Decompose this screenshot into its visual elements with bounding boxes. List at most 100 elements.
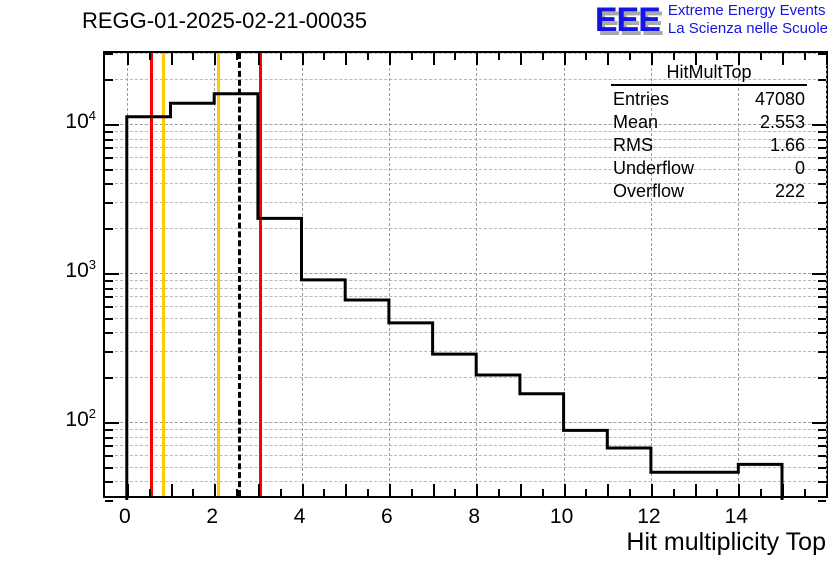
y-tick-right bbox=[818, 228, 826, 231]
x-tick-top bbox=[585, 53, 588, 60]
histogram-step-line bbox=[125, 92, 784, 500]
gridline-horizontal bbox=[105, 332, 826, 334]
x-tick-top bbox=[476, 53, 479, 65]
y-tick-right bbox=[818, 455, 826, 458]
stats-key: Mean bbox=[613, 112, 659, 132]
y-tick bbox=[105, 436, 113, 439]
y-tick bbox=[105, 124, 119, 127]
x-tick-top bbox=[367, 53, 369, 60]
gridline-horizontal bbox=[105, 138, 826, 140]
marker-line-gold-right bbox=[217, 53, 221, 496]
x-tick-top bbox=[650, 53, 653, 65]
x-tick-top bbox=[214, 53, 217, 65]
x-tick-top bbox=[388, 53, 391, 65]
x-tick-top bbox=[498, 53, 501, 60]
x-tick-top bbox=[323, 53, 326, 60]
gridline-horizontal bbox=[105, 273, 826, 275]
y-tick-right bbox=[818, 130, 826, 133]
x-tick bbox=[825, 484, 828, 496]
gridline-horizontal bbox=[105, 157, 826, 159]
x-tick-top bbox=[432, 53, 435, 65]
plot-frame bbox=[103, 51, 828, 502]
y-axis-tick-label: 102 bbox=[34, 406, 96, 432]
stats-value: 1.66 bbox=[769, 135, 805, 155]
x-tick-top bbox=[236, 53, 238, 60]
x-axis-tick-label: 14 bbox=[724, 505, 748, 528]
x-tick bbox=[345, 484, 348, 496]
gridline-horizontal bbox=[105, 147, 826, 149]
y-tick-right bbox=[818, 296, 826, 299]
x-axis-tick-label: 2 bbox=[206, 505, 219, 528]
y-tick-exponent: 3 bbox=[88, 257, 96, 273]
y-tick bbox=[105, 481, 113, 484]
gridline-horizontal bbox=[105, 124, 826, 126]
y-tick bbox=[105, 296, 113, 299]
stats-row: RMS 1.66 bbox=[611, 134, 807, 157]
gridline-horizontal bbox=[105, 466, 826, 468]
marker-line-mean-dashed bbox=[238, 53, 242, 496]
x-tick-top bbox=[607, 53, 610, 65]
y-tick-right bbox=[818, 351, 826, 353]
y-tick-right bbox=[818, 377, 826, 380]
y-tick-right bbox=[818, 332, 826, 335]
x-tick-top bbox=[716, 53, 719, 60]
x-tick bbox=[236, 489, 238, 496]
y-tick bbox=[105, 445, 113, 448]
y-tick-right bbox=[818, 147, 826, 150]
x-tick-top bbox=[126, 53, 129, 65]
gridline-vertical bbox=[738, 53, 740, 496]
y-tick bbox=[105, 79, 113, 82]
stats-value: 222 bbox=[774, 181, 805, 201]
gridline-vertical bbox=[476, 53, 478, 496]
x-tick bbox=[541, 489, 544, 496]
y-tick-mantissa: 10 bbox=[65, 110, 89, 134]
y-tick bbox=[105, 183, 113, 186]
x-axis-tick-label: 6 bbox=[381, 505, 393, 528]
y-tick-right bbox=[818, 183, 826, 186]
x-tick bbox=[782, 484, 784, 496]
x-tick bbox=[388, 484, 391, 496]
stats-box: HitMultTop Entries 47080 Mean 2.553 RMS 1.66 U… bbox=[611, 62, 807, 203]
gridline-horizontal bbox=[105, 445, 826, 447]
y-tick-right bbox=[818, 287, 826, 290]
gridline-vertical bbox=[214, 53, 216, 496]
x-tick-top bbox=[541, 53, 544, 60]
y-tick bbox=[105, 377, 113, 380]
stats-value: 0 bbox=[794, 158, 805, 178]
y-tick bbox=[105, 466, 113, 469]
y-tick bbox=[105, 351, 113, 353]
y-tick bbox=[105, 428, 113, 431]
x-tick-top bbox=[519, 53, 522, 65]
y-axis-tick-label: 103 bbox=[34, 257, 96, 283]
x-tick-top bbox=[782, 53, 784, 65]
y-tick-right bbox=[818, 138, 826, 141]
x-tick bbox=[323, 489, 326, 496]
y-tick-right bbox=[818, 306, 826, 309]
gridline-horizontal bbox=[105, 351, 826, 352]
x-tick bbox=[716, 489, 719, 496]
y-tick bbox=[105, 130, 113, 133]
gridline-horizontal bbox=[105, 130, 826, 132]
x-tick bbox=[192, 489, 195, 496]
x-tick bbox=[432, 484, 435, 496]
x-tick bbox=[301, 484, 304, 496]
x-tick-top bbox=[279, 53, 282, 60]
y-tick bbox=[105, 157, 113, 160]
y-tick-right bbox=[818, 481, 826, 484]
gridline-horizontal bbox=[105, 377, 826, 379]
y-tick bbox=[105, 228, 113, 231]
y-tick bbox=[105, 273, 119, 276]
x-tick bbox=[607, 484, 610, 496]
eee-logo-letters: EEE bbox=[594, 1, 661, 39]
x-tick-top bbox=[454, 53, 457, 60]
y-tick-right bbox=[818, 428, 826, 431]
x-tick bbox=[519, 484, 522, 496]
y-tick-right bbox=[818, 500, 826, 502]
y-tick-mantissa: 10 bbox=[65, 408, 89, 432]
stats-value: 2.553 bbox=[759, 112, 805, 132]
y-tick bbox=[105, 455, 113, 458]
eee-logo-mark: EEE EEE bbox=[594, 1, 664, 41]
x-tick bbox=[672, 489, 675, 496]
gridline-horizontal bbox=[105, 279, 826, 281]
